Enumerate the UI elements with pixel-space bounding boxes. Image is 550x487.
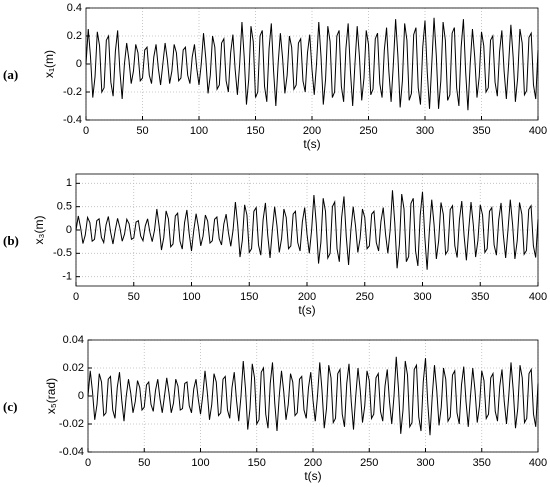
y-tick-label: -0.04 <box>59 446 84 458</box>
x-tick-label: 350 <box>471 291 489 303</box>
x-tick-label: 250 <box>359 125 377 137</box>
y-axis-label: x₃(m) <box>32 216 46 245</box>
x-tick-label: 150 <box>248 457 266 469</box>
axes-frame <box>75 173 539 287</box>
y-tick-label: 0.5 <box>57 201 72 213</box>
x-axis-label: t(s) <box>303 137 320 151</box>
data-line <box>85 17 539 111</box>
x-tick-label: 150 <box>240 291 258 303</box>
x-tick-label: 50 <box>136 125 148 137</box>
x-tick-label: 400 <box>529 457 547 469</box>
panel-label: (a) <box>3 67 18 82</box>
x-tick-label: 50 <box>128 291 140 303</box>
x-tick-label: 150 <box>246 125 264 137</box>
y-axis-label: x₅(rad) <box>44 378 58 414</box>
y-axis-label: x₁(m) <box>42 50 56 78</box>
x-tick-label: 300 <box>416 125 434 137</box>
x-tick-label: 200 <box>298 291 316 303</box>
y-tick-label: 0.2 <box>67 30 82 42</box>
y-tick-label: -0.5 <box>53 247 72 259</box>
x-tick-label: 350 <box>472 125 490 137</box>
x-axis-label: t(s) <box>298 303 315 317</box>
x-tick-label: 0 <box>83 125 89 137</box>
x-tick-label: 300 <box>413 291 431 303</box>
x-tick-label: 250 <box>360 457 378 469</box>
x-tick-label: 100 <box>190 125 208 137</box>
x-tick-label: 100 <box>191 457 209 469</box>
y-tick-label: 0 <box>76 58 82 70</box>
axes-frame <box>85 7 539 121</box>
data-line <box>87 356 539 436</box>
x-tick-label: 50 <box>138 457 150 469</box>
x-tick-label: 0 <box>85 457 91 469</box>
y-tick-label: 0.4 <box>67 2 82 14</box>
x-tick-label: 200 <box>304 457 322 469</box>
y-tick-label: 0.04 <box>63 334 84 346</box>
y-tick-label: 0.02 <box>63 362 84 374</box>
x-tick-label: 300 <box>416 457 434 469</box>
y-tick-label: -0.02 <box>59 418 84 430</box>
y-tick-label: -0.2 <box>63 86 82 98</box>
x-tick-label: 350 <box>473 457 491 469</box>
x-tick-label: 400 <box>529 125 547 137</box>
y-tick-label: -1 <box>62 271 72 283</box>
data-line <box>75 190 539 270</box>
x-axis-label: t(s) <box>304 469 321 483</box>
y-tick-label: 1 <box>66 177 72 189</box>
panel-label: (b) <box>3 233 19 248</box>
panel-label: (c) <box>3 399 17 414</box>
x-tick-label: 100 <box>182 291 200 303</box>
x-tick-label: 250 <box>356 291 374 303</box>
x-tick-label: 200 <box>303 125 321 137</box>
y-tick-label: 0 <box>78 390 84 402</box>
x-tick-label: 400 <box>529 291 547 303</box>
y-tick-label: -0.4 <box>63 114 82 126</box>
axes-frame <box>87 339 539 453</box>
x-tick-label: 0 <box>73 291 79 303</box>
y-tick-label: 0 <box>66 224 72 236</box>
